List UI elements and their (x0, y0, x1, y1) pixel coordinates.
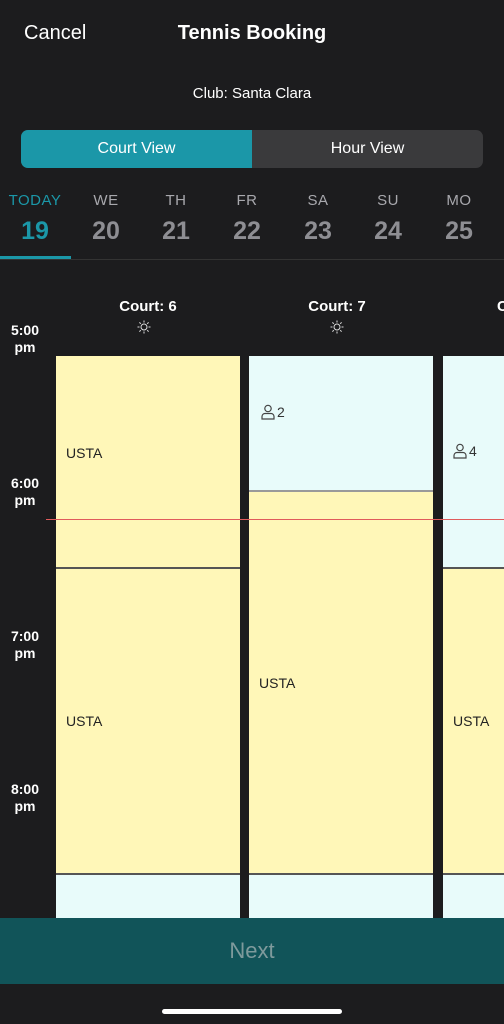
court-header-partial: C (497, 298, 504, 315)
home-indicator (162, 1009, 342, 1014)
booking-label: USTA (66, 445, 103, 461)
cancel-button[interactable]: Cancel (24, 22, 87, 44)
day-thursday[interactable]: TH 21 (141, 186, 211, 246)
booking-label: USTA (453, 713, 490, 729)
day-of-week: MO (446, 192, 472, 209)
day-today[interactable]: TODAY 19 (0, 186, 70, 246)
day-sunday[interactable]: SU 24 (353, 186, 423, 246)
participants-count: 4 (453, 443, 477, 459)
day-selector: TODAY 19 WE 20 TH 21 FR 22 SA 23 SU 24 M… (0, 186, 504, 260)
day-number: 21 (162, 217, 190, 245)
page-title: Tennis Booking (177, 22, 327, 44)
day-number: 23 (304, 217, 332, 245)
day-number: 20 (92, 217, 120, 245)
slot-divider (56, 873, 240, 875)
available-slot[interactable] (443, 875, 504, 918)
day-of-week: WE (93, 192, 119, 209)
booking-label: USTA (259, 675, 296, 691)
available-slot[interactable] (56, 875, 240, 918)
court-column-partial: 4 USTA (443, 356, 504, 918)
day-of-week: TH (165, 192, 187, 209)
sun-icon (330, 320, 344, 334)
booking-label: USTA (66, 713, 103, 729)
slot-divider (56, 567, 240, 569)
booking-block[interactable]: 4 (443, 356, 504, 567)
participants-number: 2 (277, 404, 285, 420)
day-of-week: FR (236, 192, 258, 209)
booking-block[interactable]: 2 (249, 356, 433, 490)
court-column-6: USTA USTA (56, 356, 240, 918)
person-icon (261, 404, 275, 420)
booking-block[interactable]: USTA (443, 569, 504, 873)
selected-day-indicator (0, 256, 71, 259)
time-label: 8:00 pm (10, 781, 40, 814)
booking-block[interactable]: USTA (56, 356, 240, 567)
day-number: 25 (445, 217, 473, 245)
day-friday[interactable]: FR 22 (212, 186, 282, 246)
day-of-week: SU (377, 192, 399, 209)
participants-number: 4 (469, 443, 477, 459)
time-label: 5:00 pm (10, 322, 40, 355)
day-number: 22 (233, 217, 261, 245)
day-number: 19 (21, 217, 49, 245)
club-label: Club: Santa Clara (192, 85, 312, 102)
view-segmented-control: Court View Hour View (21, 130, 483, 168)
sun-icon (137, 320, 151, 334)
person-icon (453, 443, 467, 459)
available-slot[interactable] (249, 875, 433, 918)
day-wednesday[interactable]: WE 20 (71, 186, 141, 246)
next-button[interactable]: Next (0, 918, 504, 984)
slot-divider (249, 873, 433, 875)
day-monday[interactable]: MO 25 (424, 186, 494, 246)
day-of-week: SA (307, 192, 329, 209)
day-of-week: TODAY (8, 192, 62, 209)
booking-block[interactable]: USTA (56, 569, 240, 873)
participants-count: 2 (261, 404, 285, 420)
court-header-6: Court: 6 (119, 298, 177, 315)
day-saturday[interactable]: SA 23 (283, 186, 353, 246)
slot-divider (443, 873, 504, 875)
booking-block[interactable]: USTA (249, 492, 433, 873)
header: Cancel Tennis Booking (0, 0, 504, 70)
court-view-tab[interactable]: Court View (21, 130, 252, 168)
time-label: 7:00 pm (10, 628, 40, 661)
schedule-grid[interactable]: Court: 6 Court: 7 C 5:00 pm 6:00 pm 7:00 pm… (0, 290, 504, 918)
slot-divider (443, 567, 504, 569)
current-time-indicator (46, 519, 504, 520)
time-label: 6:00 pm (10, 475, 40, 508)
slot-divider (249, 490, 433, 492)
day-number: 24 (374, 217, 402, 245)
court-header-7: Court: 7 (308, 298, 366, 315)
court-column-7: 2 USTA (249, 356, 433, 918)
hour-view-tab[interactable]: Hour View (330, 140, 405, 157)
